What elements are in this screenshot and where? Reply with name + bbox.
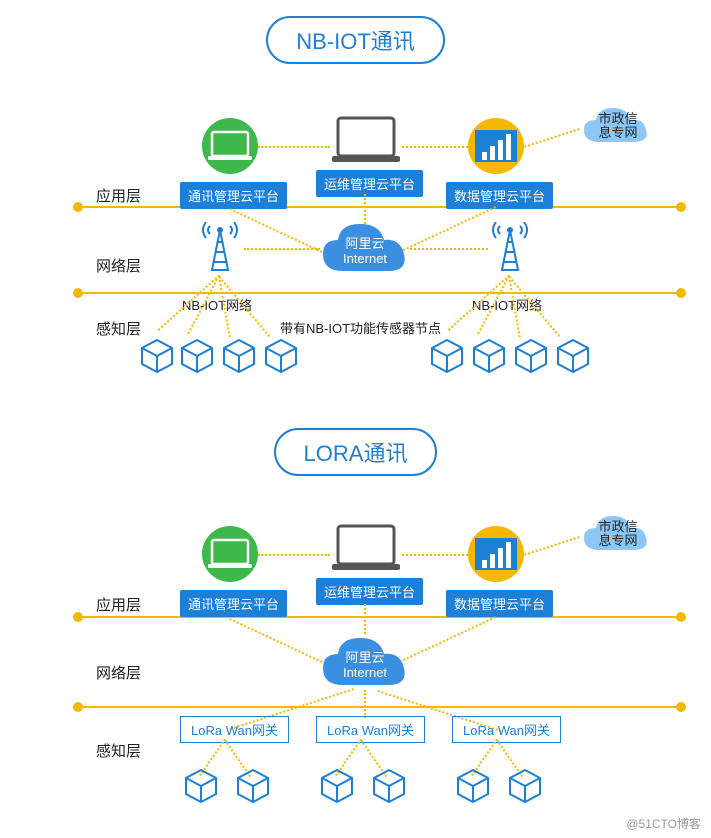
- layer-net-1: 网络层: [96, 255, 141, 276]
- tower-l-1: [200, 222, 240, 272]
- dot-c2: [410, 248, 488, 250]
- cube-b1: [184, 768, 218, 804]
- dot-a1b: [258, 554, 330, 556]
- tower-r-1: [490, 222, 530, 272]
- watermark: @51CTO博客: [626, 815, 701, 832]
- data-box-2: 数据管理云平台: [446, 590, 553, 617]
- section2-title: LORA通讯: [274, 428, 438, 476]
- gateway-1: LoRa Wan网关: [180, 716, 289, 743]
- cube-b5: [456, 768, 490, 804]
- comm-box-1: 通讯管理云平台: [180, 182, 287, 209]
- sensor-note-1: 带有NB-IOT功能传感器节点: [280, 318, 441, 337]
- comm-box-2: 通讯管理云平台: [180, 590, 287, 617]
- cube-b2: [236, 768, 270, 804]
- dot-g2: [364, 690, 366, 718]
- ops-icon-2: [330, 520, 402, 574]
- cube-3: [222, 338, 256, 374]
- dot-a3: [524, 128, 580, 148]
- layer-net-2: 网络层: [96, 662, 141, 683]
- data-box-1: 数据管理云平台: [446, 182, 553, 209]
- dot-a2b: [402, 554, 468, 556]
- lora-section: LORA通讯 应用层 网络层 感知层 市政信息专网 通讯管理云平台 运维管理云平…: [0, 420, 711, 838]
- laptop-icon: [206, 536, 254, 572]
- layer-sense-2: 感知层: [96, 740, 141, 761]
- gateway-2: LoRa Wan网关: [316, 716, 425, 743]
- data-icon-2: [468, 526, 524, 582]
- dot-a1: [258, 146, 330, 148]
- cloud-side-text-2: 市政信息专网: [594, 520, 642, 548]
- ops-box-2: 运维管理云平台: [316, 578, 423, 605]
- hr-app-1: [78, 206, 681, 208]
- cube-b6: [508, 768, 542, 804]
- dot-a2: [402, 146, 468, 148]
- layer-app-1: 应用层: [96, 185, 141, 206]
- laptop-icon: [206, 128, 254, 164]
- comm-icon-2: [202, 526, 258, 582]
- comm-icon-1: [202, 118, 258, 174]
- ops-box-1: 运维管理云平台: [316, 170, 423, 197]
- cube-2: [180, 338, 214, 374]
- section1-title-wrap: NB-IOT通讯: [0, 0, 711, 64]
- cube-7: [514, 338, 548, 374]
- dot-a3b: [524, 536, 580, 556]
- dot-b1b: [229, 618, 330, 666]
- cube-b3: [320, 768, 354, 804]
- cloud-main-t1: 阿里云 Internet: [340, 236, 390, 266]
- cloud-side-text-1: 市政信息专网: [594, 112, 642, 140]
- hr-net-2: [78, 706, 681, 708]
- cube-5: [430, 338, 464, 374]
- cube-6: [472, 338, 506, 374]
- section1-title: NB-IOT通讯: [266, 16, 445, 64]
- cube-8: [556, 338, 590, 374]
- layer-sense-1: 感知层: [96, 318, 141, 339]
- section2-title-wrap: LORA通讯: [0, 420, 711, 476]
- cube-1: [140, 338, 174, 374]
- nbiot-section: NB-IOT通讯 应用层 网络层 感知层 市政信息专网 通讯管理云平台 运维管理…: [0, 0, 711, 420]
- hr-net-1: [78, 292, 681, 294]
- data-icon-1: [468, 118, 524, 174]
- bars-icon: [476, 538, 516, 570]
- cube-b4: [372, 768, 406, 804]
- cube-4: [264, 338, 298, 374]
- gateway-3: LoRa Wan网关: [452, 716, 561, 743]
- layer-app-2: 应用层: [96, 594, 141, 615]
- cloud-main-t2: 阿里云 Internet: [340, 650, 390, 680]
- hr-app-2: [78, 616, 681, 618]
- bars-icon: [476, 130, 516, 162]
- ops-icon-1: [330, 112, 402, 166]
- dot-c1: [244, 248, 320, 250]
